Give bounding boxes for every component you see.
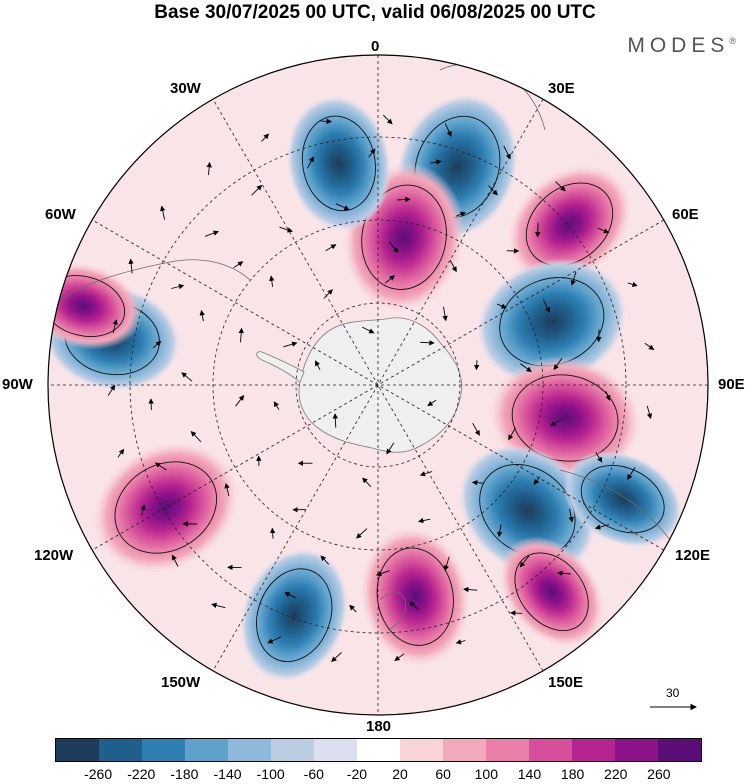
wind-vector [321,121,331,122]
wind-vector [511,613,522,614]
lon-label-30e: 30E [548,80,575,97]
colorbar-segment [185,739,228,761]
lon-label-120e: 120E [675,547,710,564]
colorbar-tick-label: 20 [392,766,408,782]
wind-vector [599,330,600,342]
colorbar-tick-label: -20 [347,766,367,782]
lon-label-90w: 90W [2,376,33,393]
colorbar-segment [572,739,615,761]
colorbar-segment [142,739,185,761]
colorbar-segment [443,739,486,761]
lon-label-150e: 150E [548,674,583,691]
colorbar-tick-label: 60 [435,766,451,782]
lon-label-180: 180 [366,718,391,735]
colorbar-ticks: -260 -220 -180 -140 -100 -60 -20 20 60 100 140 180 2… [0,766,750,784]
colorbar-tick-label: -260 [84,766,112,782]
colorbar-segment [486,739,529,761]
lon-label-150w: 150W [161,674,200,691]
lon-label-30w: 30W [170,80,201,97]
colorbar-tick-label: -180 [170,766,198,782]
colorbar-tick-label: 220 [604,766,627,782]
lon-label-90e: 90E [718,376,745,393]
lon-label-60e: 60E [672,206,699,223]
colorbar-tick-label: -220 [127,766,155,782]
colorbar-segment [615,739,658,761]
colorbar-tick-label: 180 [561,766,584,782]
wind-vector [151,399,152,410]
wind-vector [538,223,539,237]
colorbar-segment [658,739,701,761]
reference-vector: 30 [650,686,700,716]
wind-vector [476,360,477,369]
colorbar-tick-label: -140 [214,766,242,782]
colorbar-tick-label: -60 [304,766,324,782]
colorbar-segment [271,739,314,761]
colorbar-segment [357,739,400,761]
colorbar-segment [228,739,271,761]
lon-label-60w: 60W [45,206,76,223]
colorbar-segment [99,739,142,761]
colorbar-segment [400,739,443,761]
colorbar-segment [56,739,99,761]
colorbar-segment [314,739,357,761]
colorbar-tick-label: 260 [647,766,670,782]
colorbar [55,738,702,762]
colorbar-tick-label: 140 [518,766,541,782]
colorbar-tick-label: -100 [257,766,285,782]
lon-label-0: 0 [371,38,379,55]
colorbar-segment [529,739,572,761]
colorbar-tick-label: 100 [475,766,498,782]
lon-label-120w: 120W [34,547,73,564]
